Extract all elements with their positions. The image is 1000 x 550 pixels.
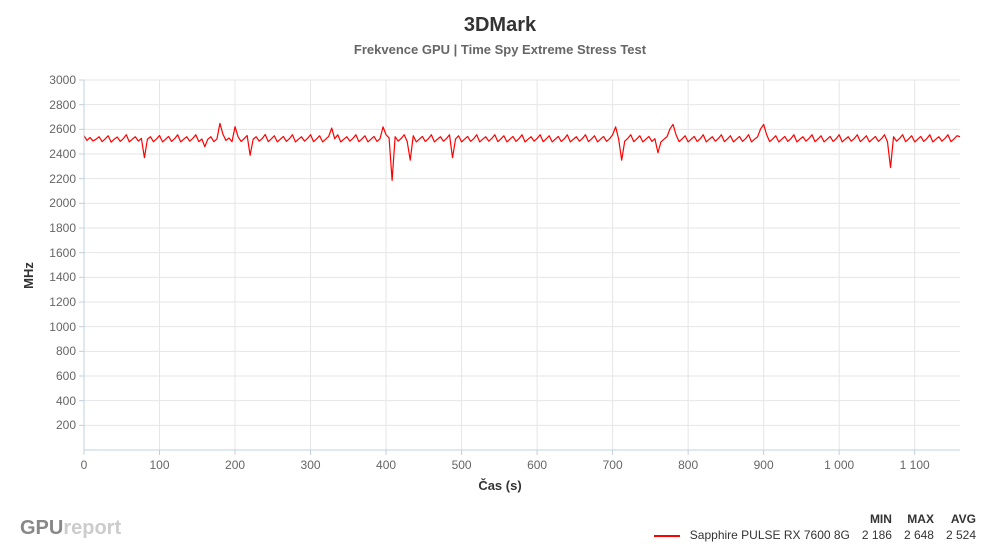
y-tick-label: 400 (36, 394, 76, 408)
legend-header-avg: AVG (940, 512, 982, 528)
legend-min: 2 186 (856, 528, 898, 542)
x-tick-label: 0 (81, 458, 88, 472)
chart-title: 3DMark (0, 14, 1000, 37)
chart-subtitle: Frekvence GPU | Time Spy Extreme Stress … (0, 42, 1000, 57)
legend-max: 2 648 (898, 528, 940, 542)
chart-container: { "chart": { "type": "line", "title": "3… (0, 0, 1000, 550)
x-tick-label: 500 (452, 458, 472, 472)
watermark-secondary: report (63, 517, 121, 539)
y-tick-label: 1400 (36, 270, 76, 284)
x-tick-label: 600 (527, 458, 547, 472)
y-tick-label: 200 (36, 418, 76, 432)
y-tick-label: 2200 (36, 172, 76, 186)
legend-header-min: MIN (856, 512, 898, 528)
watermark-primary: GPU (20, 517, 63, 539)
y-tick-label: 2000 (36, 196, 76, 210)
x-tick-label: 900 (754, 458, 774, 472)
y-tick-label: 600 (36, 369, 76, 383)
legend-avg: 2 524 (940, 528, 982, 542)
y-tick-label: 800 (36, 344, 76, 358)
y-tick-label: 1200 (36, 295, 76, 309)
x-axis-label: Čas (s) (0, 478, 1000, 493)
y-tick-label: 2400 (36, 147, 76, 161)
x-tick-label: 1 100 (900, 458, 930, 472)
y-tick-label: 1600 (36, 246, 76, 260)
legend-swatch (654, 535, 680, 537)
x-tick-label: 1 000 (824, 458, 854, 472)
y-tick-label: 2600 (36, 122, 76, 136)
x-tick-label: 200 (225, 458, 245, 472)
plot-area (84, 80, 960, 450)
legend-table: MIN MAX AVG Sapphire PULSE RX 7600 8G2 1… (648, 512, 982, 542)
x-tick-label: 100 (150, 458, 170, 472)
y-axis-label: MHz (18, 0, 38, 550)
legend-header-max: MAX (898, 512, 940, 528)
y-tick-label: 2800 (36, 98, 76, 112)
x-tick-label: 700 (603, 458, 623, 472)
x-tick-label: 300 (301, 458, 321, 472)
y-tick-label: 1000 (36, 320, 76, 334)
legend-series-name: Sapphire PULSE RX 7600 8G (684, 528, 856, 542)
watermark-logo: GPUreport (20, 517, 121, 540)
legend: MIN MAX AVG Sapphire PULSE RX 7600 8G2 1… (648, 512, 982, 542)
x-tick-label: 400 (376, 458, 396, 472)
y-tick-label: 3000 (36, 73, 76, 87)
y-tick-label: 1800 (36, 221, 76, 235)
x-tick-label: 800 (678, 458, 698, 472)
y-axis-label-text: MHz (21, 262, 36, 289)
legend-row: Sapphire PULSE RX 7600 8G2 1862 6482 524 (648, 528, 982, 542)
